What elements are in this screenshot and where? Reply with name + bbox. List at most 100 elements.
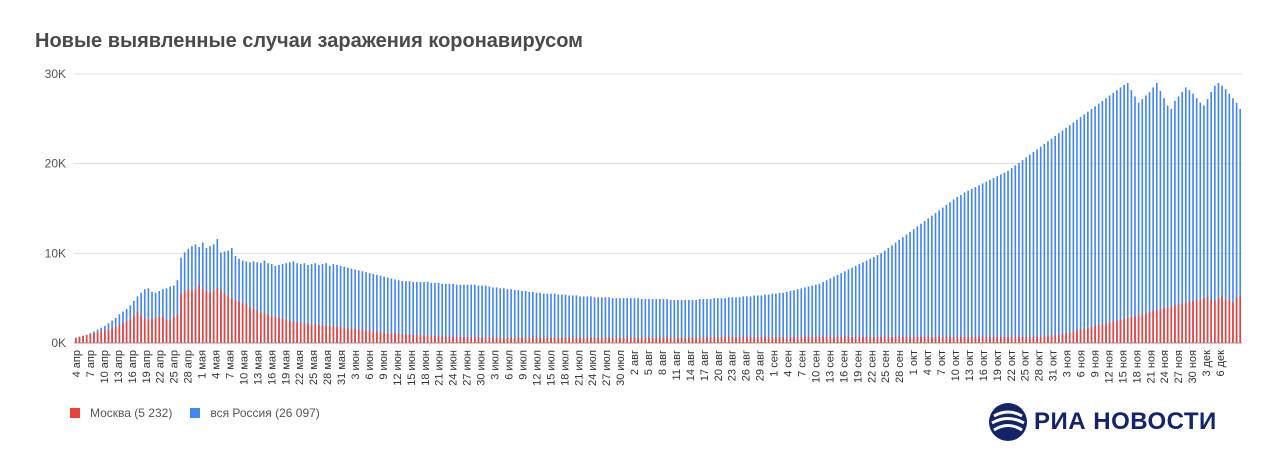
bar-russia: [339, 265, 342, 343]
bar-moscow: [651, 337, 654, 343]
bar-russia: [455, 284, 458, 343]
bar-russia: [252, 261, 255, 343]
bar-russia: [822, 282, 824, 343]
bar-russia: [274, 265, 277, 343]
bar-moscow: [194, 289, 197, 343]
x-tick-label: 19 мая: [280, 350, 292, 385]
bar-moscow: [854, 336, 857, 343]
bar-russia: [517, 290, 520, 343]
x-tick-label: 13 сен: [824, 350, 836, 383]
bar-russia: [717, 298, 719, 343]
bar-russia: [245, 261, 248, 343]
bar-moscow: [1148, 311, 1151, 343]
bar-russia: [1007, 170, 1009, 343]
ria-logo: РИА НОВОСТИ: [988, 402, 1217, 442]
bar-moscow: [1155, 309, 1158, 343]
x-tick-label: 25 мая: [308, 350, 320, 385]
legend-item-moscow[interactable]: Москва (5 232): [70, 406, 172, 420]
bar-moscow: [1061, 334, 1064, 343]
bar-moscow: [354, 328, 356, 343]
bar-russia: [238, 258, 240, 343]
bar-russia: [1210, 91, 1213, 343]
bar-russia: [680, 299, 683, 343]
bar-russia: [318, 264, 320, 343]
bar-moscow: [510, 337, 512, 343]
bar-russia: [749, 296, 752, 343]
x-tick-label: 22 окт: [1006, 350, 1018, 381]
bar-russia: [303, 263, 306, 343]
x-tick-label: 15 ноя: [1117, 350, 1129, 383]
bar-russia: [847, 269, 850, 343]
bar-russia: [688, 299, 690, 343]
bar-russia: [1206, 99, 1209, 344]
bar-russia: [814, 284, 817, 343]
x-axis-ticks: 4 апр 7 апр 10 апр 13 апр 16 апр 19 апр 22 апр…: [71, 350, 1227, 386]
x-tick-label: 25 сен: [880, 350, 892, 383]
bar-russia: [1145, 95, 1147, 344]
bar-moscow: [749, 337, 752, 343]
bar-moscow: [1195, 299, 1198, 343]
bar-moscow: [532, 337, 534, 343]
bar-moscow: [775, 337, 777, 343]
bar-russia: [887, 247, 890, 343]
bar-russia: [840, 273, 843, 343]
bar-moscow: [1054, 334, 1057, 343]
bar-russia: [503, 288, 505, 343]
bar-russia: [307, 264, 309, 343]
x-tick-label: 28 апр: [183, 350, 195, 383]
bar-moscow: [1159, 308, 1162, 343]
bar-moscow: [807, 336, 810, 343]
bar-russia: [412, 282, 414, 343]
bar-russia: [978, 185, 980, 343]
bar-moscow: [1163, 308, 1165, 343]
bar-moscow: [143, 317, 146, 343]
legend-item-russia[interactable]: вся Россия (26 097): [190, 406, 320, 420]
x-tick-label: 10 сен: [810, 350, 822, 383]
bar-russia: [767, 294, 770, 343]
bar-moscow: [695, 337, 697, 343]
bar-moscow: [441, 336, 444, 343]
bar-russia: [1184, 87, 1187, 343]
bar-russia: [314, 263, 317, 343]
bar-moscow: [673, 337, 676, 343]
bar-russia: [470, 284, 473, 343]
bar-russia: [691, 299, 694, 343]
bar-russia: [629, 298, 632, 343]
bar-moscow: [1112, 321, 1115, 343]
bar-moscow: [756, 337, 759, 343]
bar-moscow: [1003, 336, 1006, 343]
bar-moscow: [941, 336, 944, 343]
bar-moscow: [122, 323, 124, 343]
bar-moscow: [484, 337, 487, 343]
x-tick-label: 18 ноя: [1131, 350, 1143, 383]
x-tick-label: 3 июн: [350, 350, 362, 380]
x-tick-label: 21 ноя: [1145, 350, 1157, 383]
bar-moscow: [1014, 336, 1017, 343]
bar-moscow: [691, 337, 694, 343]
bar-moscow: [1036, 336, 1038, 343]
bar-moscow: [1123, 318, 1125, 343]
bar-moscow: [970, 336, 973, 343]
bar-russia: [996, 176, 998, 343]
bar-russia: [829, 278, 832, 343]
bar-moscow: [1058, 334, 1060, 343]
bar-moscow: [415, 334, 418, 343]
bar-moscow: [938, 336, 940, 343]
bar-russia: [1065, 127, 1067, 343]
bar-russia: [854, 265, 857, 343]
bar-russia: [1148, 91, 1151, 343]
bar-russia: [756, 295, 759, 343]
bar-russia: [151, 291, 153, 343]
bar-moscow: [332, 325, 335, 343]
bar-moscow: [985, 336, 988, 343]
bar-russia: [165, 288, 168, 343]
bar-russia: [325, 263, 327, 343]
bar-moscow: [368, 330, 371, 343]
x-tick-label: 19 окт: [992, 350, 1004, 381]
bar-moscow: [1228, 299, 1231, 343]
bar-russia: [746, 296, 748, 343]
bar-russia: [985, 181, 988, 343]
x-tick-label: 22 мая: [294, 350, 306, 385]
bar-russia: [1094, 106, 1096, 343]
bar-russia: [477, 285, 480, 343]
